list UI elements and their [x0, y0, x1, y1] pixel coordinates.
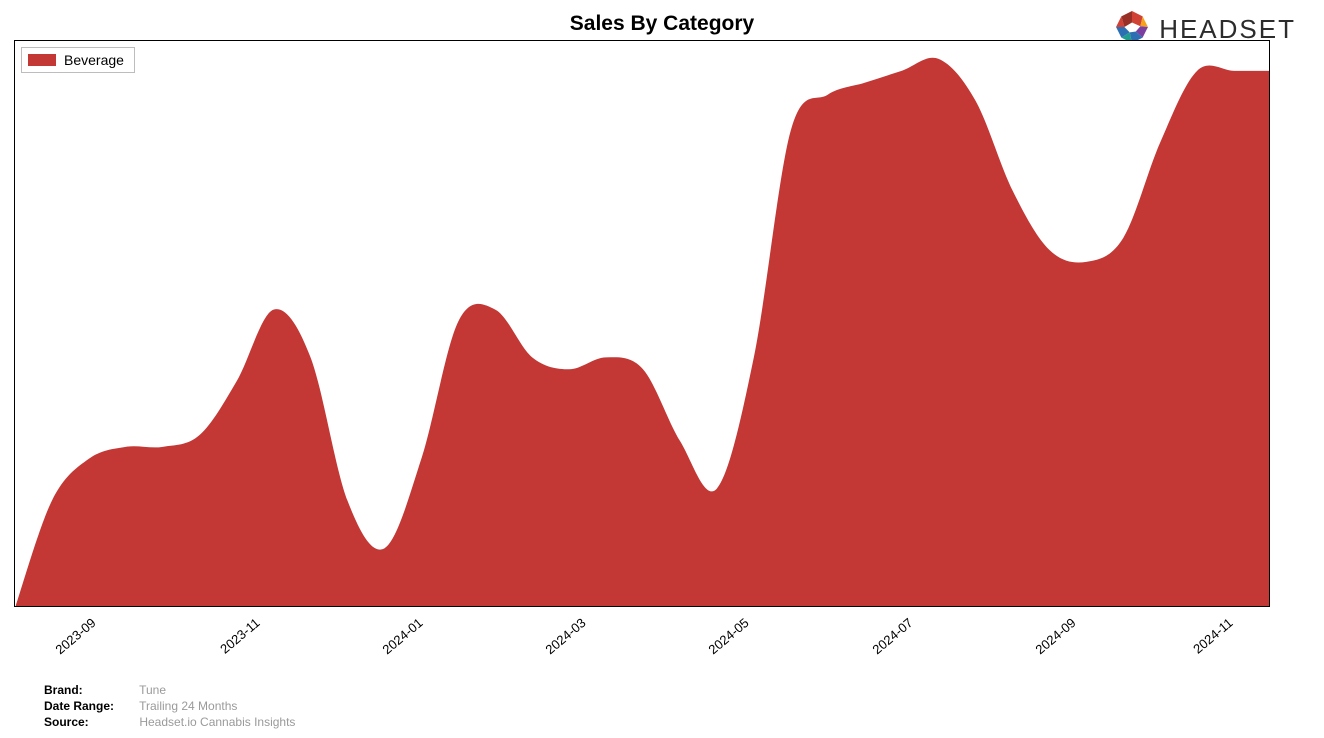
meta-row: Source: Headset.io Cannabis Insights	[44, 714, 295, 730]
legend-swatch	[28, 54, 56, 66]
x-tick-label: 2023-11	[217, 615, 262, 657]
area-series	[15, 41, 1270, 607]
meta-value: Headset.io Cannabis Insights	[136, 715, 295, 729]
meta-label: Brand:	[44, 682, 136, 698]
meta-value: Tune	[136, 683, 166, 697]
legend-label: Beverage	[64, 52, 124, 68]
meta-label: Source:	[44, 714, 136, 730]
meta-row: Brand: Tune	[44, 682, 295, 698]
x-tick-label: 2024-07	[869, 615, 915, 657]
x-tick-label: 2024-03	[543, 615, 589, 657]
x-tick-label: 2024-01	[379, 615, 425, 657]
meta-label: Date Range:	[44, 698, 136, 714]
x-tick-label: 2023-09	[53, 615, 99, 657]
chart-legend: Beverage	[21, 47, 135, 73]
chart-metadata: Brand: TuneDate Range: Trailing 24 Month…	[44, 682, 295, 730]
x-tick-label: 2024-11	[1190, 615, 1235, 657]
x-tick-label: 2024-05	[706, 615, 752, 657]
x-tick-label: 2024-09	[1032, 615, 1078, 657]
meta-value: Trailing 24 Months	[136, 699, 237, 713]
chart-plot-area: Beverage	[14, 40, 1270, 607]
meta-row: Date Range: Trailing 24 Months	[44, 698, 295, 714]
